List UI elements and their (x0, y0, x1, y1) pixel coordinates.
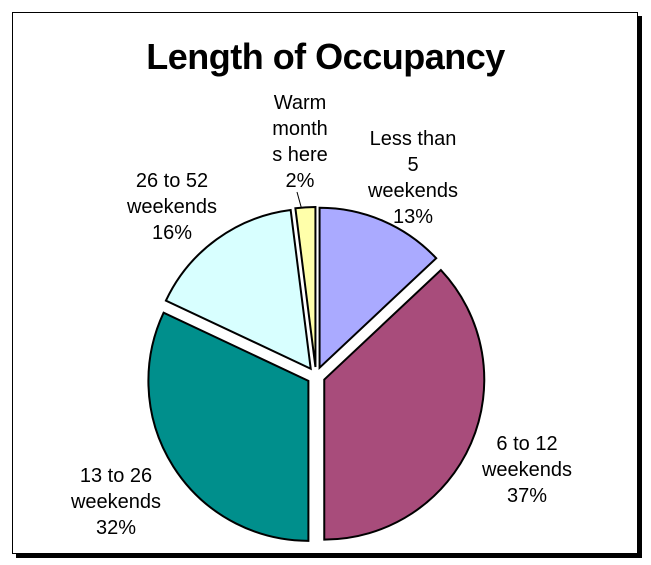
chart-title: Length of Occupancy (146, 36, 505, 77)
value-label: 2% (285, 170, 315, 192)
category-label: Warm months here (272, 92, 328, 166)
data-label: Warm months here 2% (269, 90, 331, 194)
pie-slice (164, 208, 312, 371)
category-label: 13 to 26 weekends (70, 465, 162, 513)
data-label: 6 to 12 weekends 37% (472, 431, 582, 509)
pie-slice (294, 206, 317, 368)
value-label: 16% (151, 222, 193, 244)
pie-slice (323, 268, 486, 541)
data-label: 13 to 26 weekends 32% (61, 463, 171, 541)
pie-slice (147, 311, 310, 542)
value-label: 32% (95, 517, 137, 539)
category-label: 6 to 12 weekends (481, 433, 573, 481)
data-label: Less than 5 weekends 13% (363, 126, 463, 230)
value-label: 13% (392, 206, 434, 228)
category-label: Less than 5 weekends (367, 128, 459, 202)
category-label: 26 to 52 weekends (126, 170, 218, 218)
pie-slice (318, 206, 438, 371)
value-label: 37% (506, 485, 548, 507)
data-label: 26 to 52 weekends 16% (117, 168, 227, 246)
